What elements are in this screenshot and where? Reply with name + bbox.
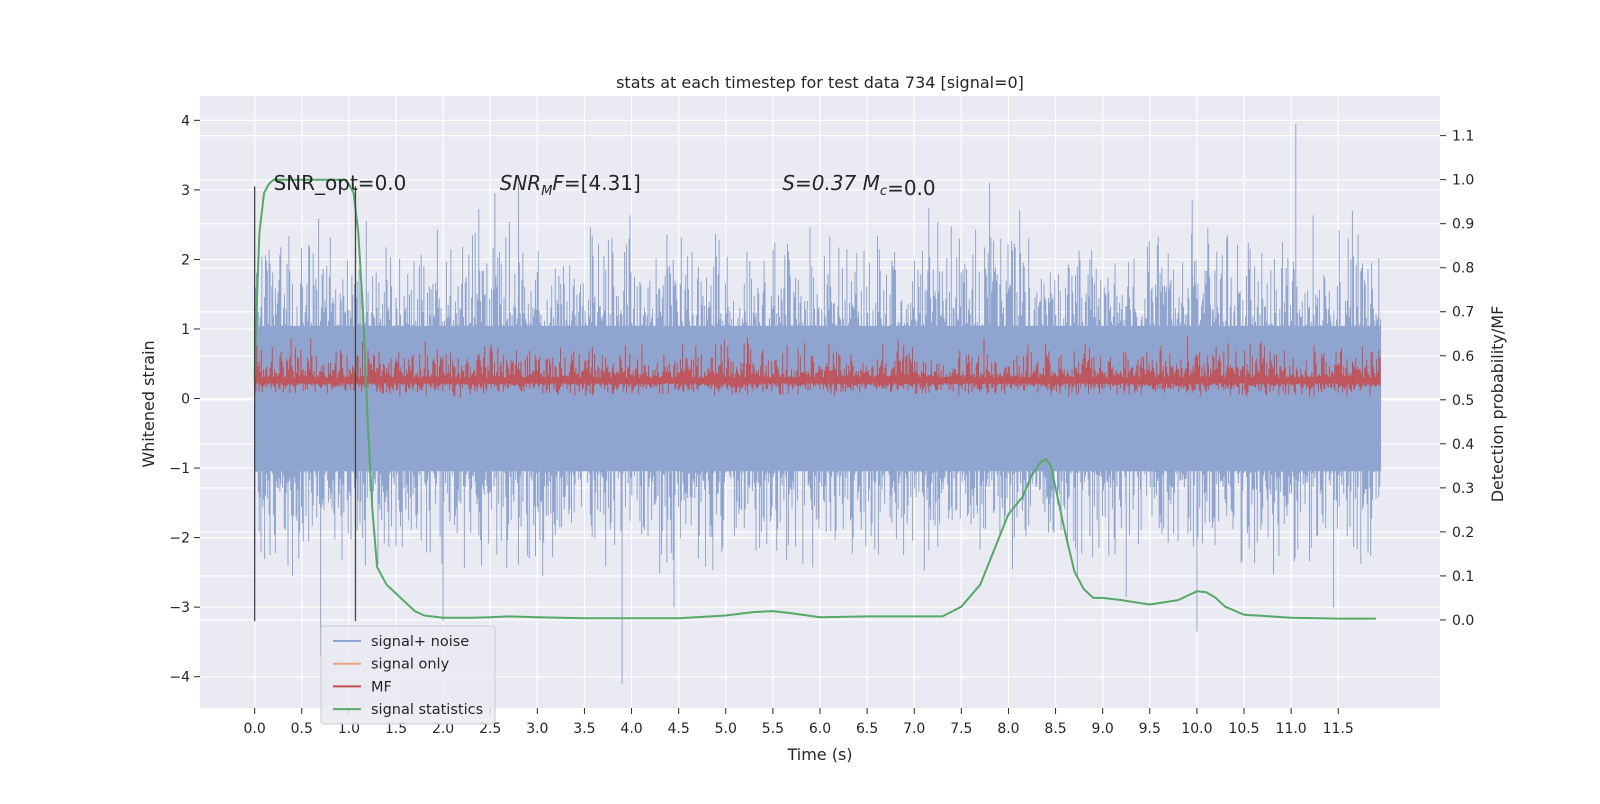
- y-tick-label: 1: [181, 322, 190, 338]
- vertical-lines: [254, 186, 357, 622]
- y-right-tick-label: 0.5: [1452, 393, 1474, 409]
- legend-box: [320, 625, 496, 725]
- y-right-tick-label: 0.6: [1452, 349, 1474, 365]
- y-right-tick-label: 0.9: [1452, 217, 1474, 233]
- x-tick-label: 9.5: [1139, 721, 1161, 737]
- x-tick-label: 10.0: [1181, 721, 1212, 737]
- x-tick-label: 4.0: [620, 721, 642, 737]
- x-tick-label: 8.0: [997, 721, 1019, 737]
- x-tick-label: 5.5: [762, 721, 784, 737]
- signal-noise-core: [254, 325, 1381, 472]
- y-tick-label: −1: [169, 461, 190, 477]
- annotation-main: SNR: [500, 171, 542, 195]
- y-tick-label: 4: [181, 113, 190, 129]
- y-tick-label: 3: [181, 183, 190, 199]
- y-right-tick-label: 0.2: [1452, 525, 1474, 541]
- x-tick-label: 8.5: [1044, 721, 1066, 737]
- x-tick-label: 6.5: [856, 721, 878, 737]
- y-right-tick-label: 0.4: [1452, 437, 1474, 453]
- x-tick-label: 3.5: [573, 721, 595, 737]
- y-right-tick-label: 0.7: [1452, 305, 1474, 321]
- x-tick-label: 5.0: [715, 721, 737, 737]
- x-axis-label: Time (s): [786, 745, 852, 764]
- y-right-tick-label: 0.3: [1452, 481, 1474, 497]
- annotation-main: S=0.37 M: [782, 171, 880, 195]
- y-tick-label: −3: [169, 600, 190, 616]
- legend-label: signal+ noise: [371, 634, 469, 650]
- x-tick-label: 9.0: [1092, 721, 1114, 737]
- x-tick-label: 11.5: [1323, 721, 1354, 737]
- annotations: SNR_opt=0.0 SNRMF=[4.31] S=0.37 Mc=0.0: [273, 171, 935, 200]
- y-right-tick-label: 0.1: [1452, 569, 1474, 585]
- annotation-2: SNRMF=[4.31]: [500, 171, 641, 199]
- x-tick-label: 11.0: [1276, 721, 1307, 737]
- y-right-tick-label: 0.0: [1452, 613, 1474, 629]
- annotation-1: SNR_opt=0.0: [273, 171, 406, 195]
- y-axis-label: Whitened strain: [139, 340, 158, 467]
- series-signal-statistics: [253, 178, 1376, 620]
- annotation-subscript: c: [880, 184, 887, 199]
- y-tick-label: 2: [181, 252, 190, 268]
- x-tick-label: 4.5: [668, 721, 690, 737]
- legend-label: MF: [371, 679, 392, 695]
- x-tick-label: 6.0: [809, 721, 831, 737]
- x-tick-label: 3.0: [526, 721, 548, 737]
- x-tick-label: 2.0: [432, 721, 454, 737]
- y-tick-label: −4: [169, 670, 190, 686]
- chart-title: stats at each timestep for test data 734…: [616, 73, 1024, 92]
- annotation-3: S=0.37 Mc=0.0: [782, 171, 935, 200]
- x-tick-label: 0.0: [244, 721, 266, 737]
- y-tick-label: 0: [181, 392, 190, 408]
- y-right-tick-label: 1.0: [1452, 173, 1474, 189]
- annotation-value: =0.0: [887, 176, 936, 200]
- annotation-value: =[4.31]: [564, 171, 641, 195]
- legend: signal+ noise signal only MF signal statist…: [320, 625, 496, 725]
- x-tick-label: 10.5: [1228, 721, 1259, 737]
- series-signal-noise: [254, 123, 1382, 684]
- annotation-subscript: M: [541, 184, 552, 199]
- signal-statistics-line: [253, 178, 1376, 620]
- y-ticks-right: 0.0 0.1 0.2 0.3 0.4 0.5 0.6 0.7 0.8 0.9 1.0 1.1: [1440, 129, 1474, 629]
- y-right-tick-label: 1.1: [1452, 129, 1474, 145]
- x-tick-label: 2.5: [479, 721, 501, 737]
- y-tick-label: −2: [169, 531, 190, 547]
- x-tick-label: 7.0: [903, 721, 925, 737]
- legend-label: signal only: [371, 657, 450, 673]
- annotation-main: SNR_opt=0.0: [273, 171, 406, 195]
- x-tick-label: 7.5: [950, 721, 972, 737]
- x-tick-label: 0.5: [291, 721, 313, 737]
- y-axis-label-right: Detection probability/MF: [1488, 306, 1507, 503]
- annotation-tail: F: [552, 171, 564, 195]
- x-tick-label: 1.5: [385, 721, 407, 737]
- x-ticks: 0.0 0.5 1.0 1.5 2.0 2.5 3.0 3.5 4.0 4.5 5.0 5.5 6.0 6…: [244, 708, 1354, 737]
- y-right-tick-label: 0.8: [1452, 261, 1474, 277]
- y-ticks-left: −4 −3 −2 −1 0 1 2 3 4: [169, 113, 200, 686]
- x-tick-label: 1.0: [338, 721, 360, 737]
- legend-label: signal statistics: [371, 702, 483, 718]
